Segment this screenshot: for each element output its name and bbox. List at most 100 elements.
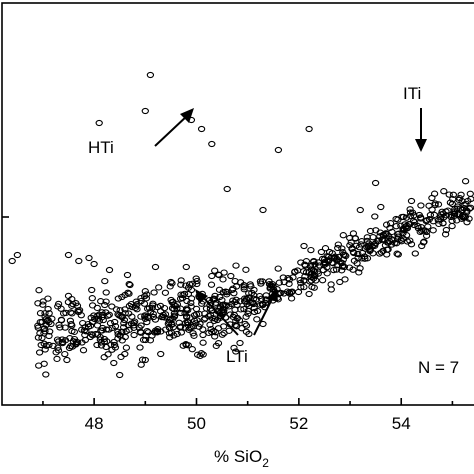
- data-point: [324, 257, 332, 264]
- data-point: [199, 331, 207, 339]
- data-point: [149, 300, 157, 307]
- data-point: [142, 332, 150, 339]
- data-point: [116, 371, 124, 379]
- data-point: [300, 283, 308, 291]
- data-point: [8, 257, 16, 265]
- data-point: [206, 302, 214, 309]
- data-point: [411, 250, 419, 257]
- data-point: [442, 226, 451, 234]
- data-point: [75, 306, 84, 314]
- data-point: [110, 359, 118, 367]
- data-point: [42, 342, 50, 349]
- data-point: [445, 191, 453, 198]
- data-point: [193, 277, 201, 285]
- arrow-lti-left-head: [195, 289, 208, 304]
- data-point: [242, 266, 250, 273]
- data-point: [392, 240, 401, 247]
- data-point: [341, 276, 349, 283]
- data-point: [460, 201, 468, 208]
- data-point: [75, 257, 83, 265]
- data-point: [381, 242, 390, 249]
- data-point: [199, 326, 207, 333]
- data-point: [430, 190, 439, 197]
- data-point: [119, 324, 128, 331]
- data-point: [431, 200, 439, 207]
- data-point: [177, 277, 185, 284]
- data-point: [211, 329, 220, 336]
- data-point: [394, 233, 402, 240]
- data-point: [355, 244, 364, 251]
- data-point: [206, 321, 214, 328]
- data-point: [346, 234, 354, 242]
- data-point: [125, 290, 133, 297]
- data-point: [305, 125, 313, 133]
- data-point: [196, 352, 204, 360]
- data-point: [155, 284, 163, 291]
- data-point: [216, 312, 225, 320]
- data-point: [41, 310, 49, 317]
- data-point: [185, 281, 194, 288]
- data-point: [126, 281, 134, 289]
- data-point: [240, 282, 248, 289]
- data-point: [219, 276, 227, 283]
- data-point: [305, 290, 313, 298]
- data-point: [250, 308, 259, 316]
- data-point: [183, 318, 192, 326]
- data-point: [42, 371, 50, 378]
- data-point: [102, 298, 110, 305]
- data-point: [170, 313, 179, 320]
- data-point: [63, 356, 71, 364]
- data-point: [406, 206, 414, 213]
- data-point: [232, 317, 240, 325]
- data-point: [434, 201, 443, 208]
- data-point: [39, 301, 47, 308]
- x-tick-label: 50: [187, 414, 206, 433]
- data-point: [377, 203, 385, 211]
- data-point: [81, 324, 89, 331]
- data-point: [302, 258, 311, 265]
- data-point: [80, 327, 89, 334]
- data-point: [53, 355, 61, 363]
- data-point: [104, 351, 112, 358]
- data-point: [56, 324, 64, 331]
- data-point: [137, 329, 145, 336]
- data-point: [349, 248, 358, 256]
- data-point: [67, 320, 75, 328]
- data-point: [338, 245, 346, 252]
- data-point: [141, 336, 150, 344]
- data-point: [407, 241, 416, 248]
- data-point: [248, 289, 256, 297]
- data-point: [35, 287, 43, 294]
- data-point: [411, 219, 419, 226]
- data-point: [327, 286, 335, 293]
- data-point: [422, 232, 431, 239]
- data-point: [118, 293, 126, 301]
- data-point: [424, 223, 432, 230]
- data-point: [296, 276, 304, 284]
- data-point: [392, 223, 400, 230]
- data-point: [136, 344, 144, 351]
- data-point: [122, 344, 131, 351]
- data-point: [307, 273, 316, 281]
- data-point: [141, 288, 149, 295]
- data-point: [140, 300, 149, 307]
- data-point: [161, 289, 170, 296]
- data-point: [441, 231, 450, 238]
- data-point: [93, 304, 101, 312]
- data-point: [120, 316, 129, 324]
- data-point: [207, 325, 215, 333]
- data-point: [348, 245, 356, 253]
- data-point: [334, 244, 342, 252]
- data-point: [340, 263, 349, 271]
- data-point: [38, 334, 46, 342]
- data-point: [394, 231, 402, 238]
- data-point: [207, 281, 216, 288]
- data-point: [189, 323, 198, 330]
- data-point: [227, 272, 235, 280]
- data-point: [438, 208, 446, 215]
- data-point: [406, 237, 414, 244]
- data-point: [311, 268, 319, 275]
- data-point: [108, 303, 116, 310]
- data-point: [394, 251, 402, 258]
- data-point: [220, 329, 228, 337]
